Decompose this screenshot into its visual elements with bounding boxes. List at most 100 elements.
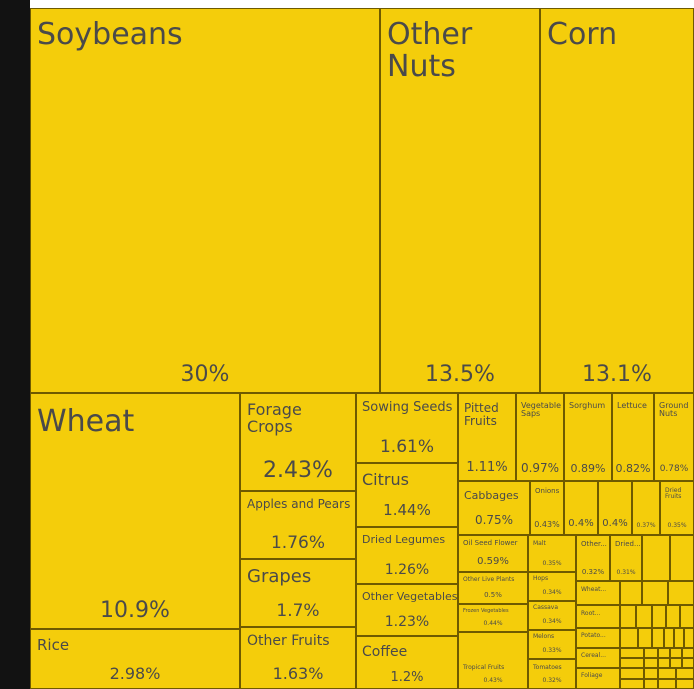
small-tile[interactable] [644, 648, 658, 658]
tile-label-sowing-seeds: Sowing Seeds [362, 400, 453, 415]
small-tile[interactable] [664, 628, 674, 648]
tile-cassava[interactable]: Cassava 0.34% [528, 601, 576, 630]
tile-label-grapes: Grapes [247, 566, 312, 587]
tile-dried-more[interactable]: Dried... 0.31% [610, 535, 642, 581]
small-tile[interactable] [658, 658, 670, 668]
tile-wheat-more[interactable]: Wheat... [576, 581, 620, 605]
small-tile[interactable] [682, 658, 694, 668]
tile-soybeans[interactable]: Soybeans 30% [30, 8, 380, 393]
tile-ground-nuts[interactable]: Ground Nuts 0.78% [654, 393, 694, 481]
small-tile[interactable] [620, 648, 644, 658]
small-tile[interactable] [620, 679, 644, 689]
tile-onions[interactable]: Onions 0.43% [530, 481, 564, 535]
tile-sorghum[interactable]: Sorghum 0.89% [564, 393, 612, 481]
tile-rice[interactable]: Rice 2.98% [30, 629, 240, 689]
small-tile[interactable] [620, 581, 642, 605]
tile-vegetable-saps[interactable]: Vegetable Saps 0.97% [516, 393, 564, 481]
small-tile[interactable] [644, 679, 658, 689]
tile-label-cassava: Cassava [533, 604, 559, 611]
tile-label-melons: Melons [533, 633, 555, 640]
tile-label-dried-legumes: Dried Legumes [362, 533, 446, 546]
tile-grapes[interactable]: Grapes 1.7% [240, 559, 356, 627]
tile-malt[interactable]: Malt 0.35% [528, 535, 576, 572]
small-tile[interactable] [652, 628, 664, 648]
small-tile[interactable] [620, 628, 638, 648]
small-tile[interactable] [644, 668, 658, 679]
tile-label-tropical-fruits: Tropical Fruits [463, 664, 505, 671]
tile-corn[interactable]: Corn 13.1% [540, 8, 694, 393]
tile-apples-and-pears[interactable]: Apples and Pears 1.76% [240, 491, 356, 559]
tile-unlabeled-a[interactable]: 0.4% [564, 481, 598, 535]
small-tile[interactable] [642, 581, 668, 605]
tile-other-vegetables[interactable]: Other Vegetables 1.23% [356, 584, 458, 636]
tile-pitted-fruits[interactable]: Pitted Fruits 1.11% [458, 393, 516, 481]
small-tile[interactable] [670, 535, 694, 581]
small-tile[interactable] [652, 605, 666, 628]
tile-value-coffee: 1.2% [390, 670, 424, 685]
tile-cabbages[interactable]: Cabbages 0.75% [458, 481, 530, 535]
tile-value-citrus: 1.44% [383, 501, 431, 519]
small-tile[interactable] [666, 605, 680, 628]
tile-potato-more[interactable]: Potato... [576, 628, 620, 648]
tile-other-live-plants[interactable]: Other Live Plants 0.5% [458, 572, 528, 604]
tile-label-potato-more: Potato... [581, 632, 606, 639]
small-tile[interactable] [676, 679, 694, 689]
tile-value-corn: 13.1% [582, 362, 652, 387]
tile-label-wheat: Wheat [37, 404, 135, 439]
tile-value-dried-fruits: 0.35% [667, 522, 687, 529]
tile-value-unlabeled-b: 0.4% [602, 518, 628, 529]
small-tile[interactable] [638, 628, 652, 648]
tile-coffee[interactable]: Coffee 1.2% [356, 636, 458, 689]
small-tile[interactable] [684, 628, 694, 648]
tile-wheat[interactable]: Wheat 10.9% [30, 393, 240, 629]
small-tile[interactable] [680, 605, 694, 628]
tile-dried-fruits[interactable]: Dried Fruits 0.35% [660, 481, 694, 535]
tile-cereal-more[interactable]: Cereal... [576, 648, 620, 668]
tile-foliage[interactable]: Foliage [576, 668, 620, 689]
small-tile[interactable] [658, 679, 676, 689]
tile-root-more[interactable]: Root... [576, 605, 620, 628]
tile-oil-seed-flower[interactable]: Oil Seed Flower 0.59% [458, 535, 528, 572]
tile-value-ground-nuts: 0.78% [659, 464, 689, 474]
small-tile[interactable] [658, 648, 670, 658]
small-tile[interactable] [658, 668, 676, 679]
tile-citrus[interactable]: Citrus 1.44% [356, 463, 458, 527]
tile-label-sorghum: Sorghum [569, 401, 606, 410]
small-tile[interactable] [676, 668, 694, 679]
tile-hops[interactable]: Hops 0.34% [528, 572, 576, 601]
small-tile[interactable] [670, 658, 682, 668]
tile-label-citrus: Citrus [362, 470, 409, 489]
small-tile[interactable] [620, 668, 644, 679]
small-tile[interactable] [636, 605, 652, 628]
tile-value-dried-more: 0.31% [616, 569, 636, 576]
tile-tomatoes[interactable]: Tomatoes 0.32% [528, 659, 576, 689]
small-tile[interactable] [670, 648, 682, 658]
tile-other-fruits[interactable]: Other Fruits 1.63% [240, 627, 356, 689]
tile-frozen-vegetables[interactable]: Frozen Vegetables 0.44% [458, 604, 528, 632]
tile-forage-crops[interactable]: Forage Crops 2.43% [240, 393, 356, 491]
tile-label-ground-nuts: Ground Nuts [659, 401, 689, 419]
small-tile[interactable] [668, 581, 694, 605]
small-tile[interactable] [674, 628, 684, 648]
tile-value-sowing-seeds: 1.61% [379, 437, 434, 457]
tile-other-nuts[interactable]: Other Nuts 13.5% [380, 8, 540, 393]
small-tile[interactable] [682, 648, 694, 658]
tile-sowing-seeds[interactable]: Sowing Seeds 1.61% [356, 393, 458, 463]
small-tile[interactable] [644, 658, 658, 668]
tile-melons[interactable]: Melons 0.33% [528, 630, 576, 659]
tile-unlabeled-b[interactable]: 0.4% [598, 481, 632, 535]
tile-unlabeled-c[interactable]: 0.37% [632, 481, 660, 535]
small-tile[interactable] [642, 535, 670, 581]
tile-label-pitted-fruits: Pitted Fruits [464, 401, 499, 428]
tile-label-frozen-vegetables: Frozen Vegetables [463, 608, 509, 614]
tile-other-more[interactable]: Other... 0.32% [576, 535, 610, 581]
tile-tropical-fruits[interactable]: Tropical Fruits 0.43% [458, 632, 528, 689]
tile-label-onions: Onions [535, 487, 560, 495]
tile-value-unlabeled-a: 0.4% [568, 518, 594, 529]
tile-lettuce[interactable]: Lettuce 0.82% [612, 393, 654, 481]
small-tile[interactable] [620, 605, 636, 628]
small-tile[interactable] [620, 658, 644, 668]
tile-dried-legumes[interactable]: Dried Legumes 1.26% [356, 527, 458, 584]
tile-value-apples-and-pears: 1.76% [270, 533, 325, 553]
